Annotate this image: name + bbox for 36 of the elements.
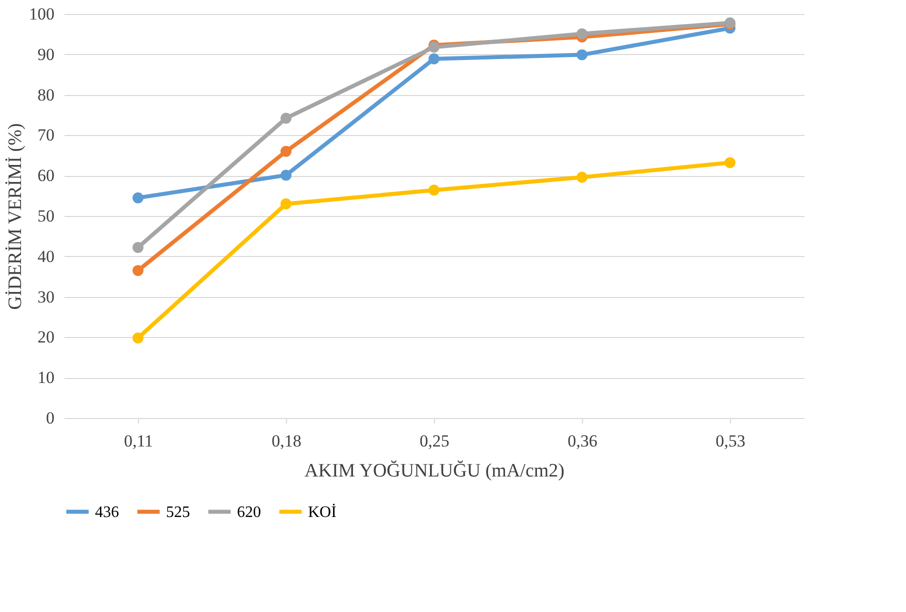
y-tick-label: 40 bbox=[38, 246, 54, 266]
x-tick-label: 0,11 bbox=[124, 432, 154, 450]
y-axis-title: GİDERİM VERİMİ (%) bbox=[5, 123, 26, 310]
point bbox=[576, 49, 588, 60]
legend-label: 620 bbox=[237, 504, 261, 521]
point bbox=[280, 112, 292, 124]
point bbox=[280, 198, 292, 210]
x-tick-label: 0,18 bbox=[272, 432, 302, 450]
y-tick-label: 60 bbox=[38, 166, 54, 186]
point bbox=[132, 242, 144, 253]
point bbox=[132, 332, 144, 344]
point bbox=[724, 157, 736, 168]
x-tick-label: 0,25 bbox=[420, 432, 450, 450]
y-tick-label: 0 bbox=[46, 408, 54, 428]
point bbox=[280, 170, 292, 181]
point bbox=[576, 172, 588, 183]
y-tick-label: 90 bbox=[38, 44, 54, 64]
y-tick-label: 10 bbox=[38, 368, 54, 388]
legend-label: KOİ bbox=[308, 502, 336, 521]
x-tick-label: 0,36 bbox=[568, 432, 598, 450]
point bbox=[132, 192, 144, 204]
legend-label: 525 bbox=[166, 504, 190, 521]
y-tick-label: 80 bbox=[38, 85, 54, 104]
y-tick-label: 30 bbox=[38, 287, 54, 306]
x-axis-title: AKIM YOĞUNLUĞU (mA/cm2) bbox=[304, 460, 564, 482]
point bbox=[428, 53, 440, 64]
y-tick-label: 100 bbox=[29, 4, 54, 24]
point bbox=[428, 184, 440, 196]
legend-label: 436 bbox=[95, 504, 119, 521]
y-tick-label: 50 bbox=[38, 206, 54, 226]
point bbox=[280, 146, 292, 157]
point bbox=[132, 265, 144, 276]
y-tick-label: 20 bbox=[38, 328, 54, 347]
y-tick-label: 70 bbox=[38, 126, 54, 145]
x-tick-label: 0,53 bbox=[716, 432, 746, 450]
point bbox=[576, 28, 588, 40]
